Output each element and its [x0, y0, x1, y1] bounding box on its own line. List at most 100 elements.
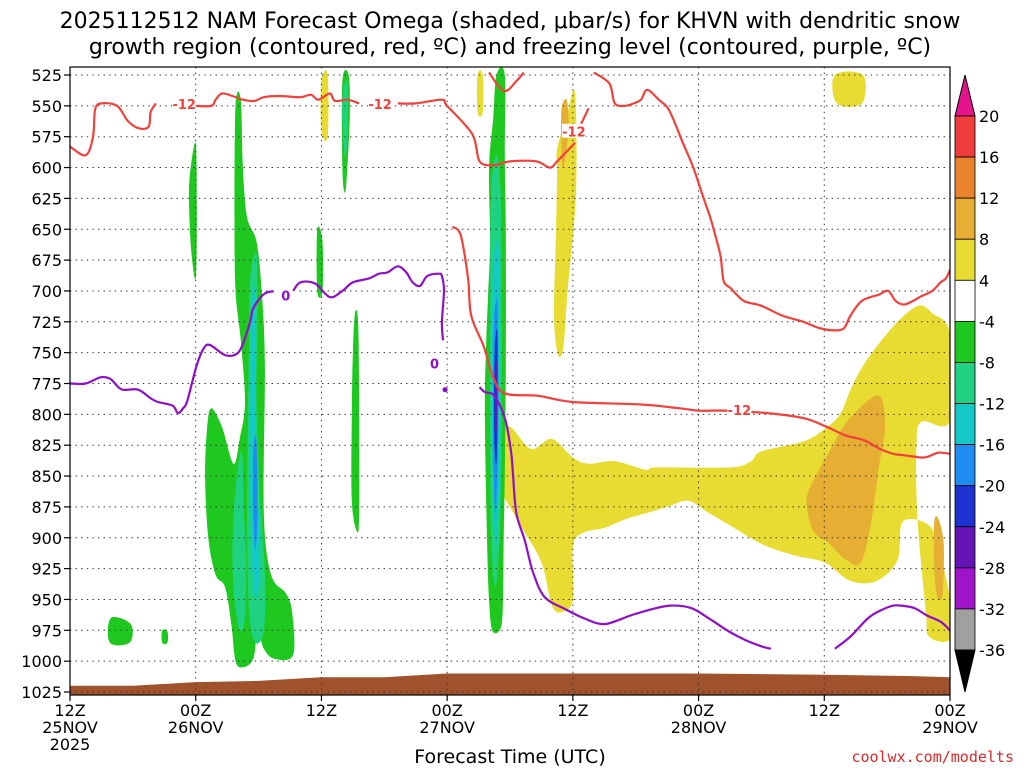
- y-tick-label-4: 625: [31, 189, 62, 208]
- y-axis: 525 550 575 600 625 650 675 700 725 750 775 800 825 8…: [21, 66, 70, 702]
- x-tick-label-3-line2: 27NOV: [419, 718, 475, 737]
- dgz_contours-label-bg-6: [727, 402, 752, 417]
- y-tick-label-17: 950: [31, 590, 62, 609]
- dgz_contours-line-2: [397, 98, 576, 169]
- omega-region-5: [806, 395, 886, 566]
- freezing_contours-line-1: [292, 265, 446, 341]
- colorbar-bin-3: [954, 238, 976, 281]
- terrain-surface: [70, 673, 950, 695]
- y-tick-label-18: 975: [31, 621, 62, 640]
- colorbar-label-9: -20: [979, 477, 1005, 496]
- y-tick-label-20: 1025: [21, 683, 62, 702]
- colorbar-label-8: -16: [979, 436, 1005, 455]
- dgz_contours-label-3: -12: [562, 125, 586, 140]
- x-tick-label-0-line1: 12Z: [54, 701, 85, 720]
- colorbar-bin-2: [954, 197, 976, 240]
- grid-lines: [70, 67, 950, 695]
- colorbar-bin-0: [954, 115, 976, 158]
- colorbar-bottom-arrow: [954, 649, 976, 693]
- y-tick-label-13: 850: [31, 467, 62, 486]
- x-tick-label-2-line1: 12Z: [306, 701, 337, 720]
- colorbar-label-2: 12: [979, 189, 999, 208]
- colorbar-bin-8: [954, 444, 976, 487]
- colorbar-label-7: -12: [979, 395, 1005, 414]
- chart-title-line-2: growth region (contoured, red, ºC) and f…: [89, 35, 931, 60]
- dgz_contours-label-1: -12: [368, 98, 392, 113]
- y-tick-label-2: 575: [31, 128, 62, 147]
- y-tick-label-10: 775: [31, 375, 62, 394]
- colorbar-label-3: 8: [979, 230, 989, 249]
- x-tick-label-5-line2: 28NOV: [671, 718, 727, 737]
- plot-area: -12 -12 -12 -12 0 0: [70, 67, 950, 695]
- x-tick-label-7-line1: 00Z: [934, 701, 965, 720]
- freezing_contours-line-3: [834, 604, 950, 650]
- dgz_contours-line-0: [70, 102, 157, 157]
- contour-lines: -12 -12 -12 -12 0 0: [70, 71, 950, 650]
- freezing-stray-point-0: [442, 387, 448, 393]
- x-tick-label-5-line1: 00Z: [683, 701, 714, 720]
- freezing_contours-label-bg-1: [422, 355, 447, 370]
- y-tick-label-0: 525: [31, 66, 62, 85]
- y-tick-label-5: 650: [31, 220, 62, 239]
- colorbar-label-12: -32: [979, 600, 1005, 619]
- omega-region-0: [320, 70, 329, 142]
- freezing_contours-label-1: 0: [430, 357, 439, 372]
- y-tick-label-14: 875: [31, 498, 62, 517]
- y-tick-label-15: 900: [31, 529, 62, 548]
- omega-region-2: [553, 89, 577, 358]
- colorbar-bin-4: [954, 279, 976, 322]
- colorbar-top-arrow: [954, 74, 976, 117]
- y-tick-label-9: 750: [31, 344, 62, 363]
- terrain-layer: [70, 673, 950, 695]
- x-tick-label-4-line1: 12Z: [557, 701, 588, 720]
- y-tick-label-3: 600: [31, 159, 62, 178]
- chart-title-line-1: 2025112512 NAM Forecast Omega (shaded, μ…: [60, 9, 961, 34]
- colorbar: 20 16 12 8 4 -4 -8 -12 -16 -20 -24 -28 -32 -36: [954, 74, 1005, 693]
- colorbar-label-10: -24: [979, 518, 1005, 537]
- freezing_contours-line-0: [70, 289, 280, 415]
- plot-frame: [69, 66, 951, 696]
- omega-region-6: [933, 515, 944, 601]
- colorbar-bin-7: [954, 403, 976, 446]
- colorbar-label-6: -8: [979, 353, 995, 372]
- omega-region-8: [188, 142, 197, 280]
- freezing_contours-label-bg-0: [273, 287, 298, 302]
- y-tick-label-7: 700: [31, 282, 62, 301]
- omega-shading: [107, 67, 950, 668]
- y-tick-label-1: 550: [31, 97, 62, 116]
- x-tick-label-6-line1: 12Z: [809, 701, 840, 720]
- dgz_contours-label-6: -12: [728, 404, 752, 419]
- colorbar-label-13: -36: [979, 641, 1005, 660]
- y-tick-label-16: 925: [31, 560, 62, 579]
- dgz_contours-line-1: [195, 92, 360, 108]
- omega-region-12: [351, 309, 360, 533]
- colorbar-bin-9: [954, 485, 976, 528]
- dgz_contours-label-bg-0: [172, 96, 197, 111]
- dgz_contours-label-bg-3: [561, 123, 586, 138]
- y-tick-label-19: 1000: [21, 652, 62, 671]
- colorbar-bin-1: [954, 156, 976, 199]
- x-tick-label-7-line2: 29NOV: [922, 718, 978, 737]
- colorbar-bin-6: [954, 362, 976, 404]
- colorbar-label-1: 16: [979, 148, 999, 167]
- colorbar-label-11: -28: [979, 559, 1005, 578]
- y-tick-label-6: 675: [31, 251, 62, 270]
- dgz_contours-line-6: [451, 225, 950, 459]
- x-axis-label: Forecast Time (UTC): [414, 746, 605, 768]
- x-tick-label-1-line1: 00Z: [180, 701, 211, 720]
- omega-region-14: [161, 629, 169, 645]
- colorbar-bin-5: [954, 320, 976, 363]
- colorbar-label-5: -4: [979, 312, 995, 331]
- omega-region-3: [491, 305, 950, 643]
- colorbar-bin-10: [954, 526, 976, 569]
- omega-region-1: [476, 70, 484, 117]
- y-tick-label-8: 725: [31, 313, 62, 332]
- x-tick-label-1-line2: 26NOV: [168, 718, 224, 737]
- dgz_contours-line-4: [488, 71, 525, 93]
- omega-region-7: [832, 71, 866, 107]
- omega-region-22: [252, 434, 258, 551]
- x-tick-label-3-line1: 00Z: [431, 701, 462, 720]
- y-tick-label-11: 800: [31, 405, 62, 424]
